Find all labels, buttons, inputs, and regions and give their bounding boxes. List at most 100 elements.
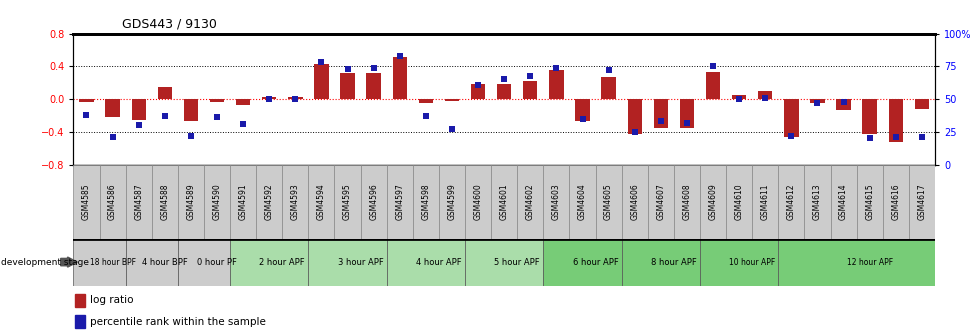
Text: GSM4592: GSM4592 [264,183,274,220]
Bar [778,239,934,286]
Bar [230,239,308,286]
Bar [783,99,798,137]
Point [861,136,876,141]
Point [261,96,277,102]
Point [704,64,720,69]
Text: 10 hour APF: 10 hour APF [729,258,775,266]
Text: 18 hour BPF: 18 hour BPF [90,258,135,266]
Text: GSM4598: GSM4598 [421,183,430,220]
Bar [131,99,146,120]
Text: GSM4610: GSM4610 [734,183,743,220]
Point [339,66,355,72]
Point [418,114,433,119]
Bar [262,97,276,99]
Bar [913,99,928,109]
Bar [491,165,516,239]
Text: GSM4612: GSM4612 [786,183,795,220]
Bar [621,165,647,239]
Bar [413,165,438,239]
Bar [178,239,230,286]
Text: 4 hour APF: 4 hour APF [416,258,462,266]
Bar [595,165,621,239]
Bar [340,73,354,99]
Bar [157,87,172,99]
Text: 4 hour BPF: 4 hour BPF [142,258,188,266]
Bar [726,165,751,239]
Bar [699,239,778,286]
Text: development stage: development stage [1,258,89,266]
Bar [835,99,850,110]
Point [235,121,250,127]
Point [574,116,590,122]
Point [496,77,511,82]
Text: 3 hour APF: 3 hour APF [337,258,383,266]
Bar [465,165,491,239]
Bar [184,99,198,121]
Point [444,127,460,132]
Bar [543,239,621,286]
Bar [392,56,407,99]
Bar [386,239,465,286]
Bar [256,165,282,239]
Text: 12 hour APF: 12 hour APF [846,258,892,266]
Text: GSM4601: GSM4601 [499,183,509,220]
Point [105,134,120,140]
Text: 2 hour APF: 2 hour APF [259,258,305,266]
Bar [732,95,745,99]
Text: GSM4593: GSM4593 [290,183,299,220]
Bar [73,165,100,239]
Text: GSM4597: GSM4597 [395,183,404,220]
Bar [516,165,543,239]
Bar [152,165,178,239]
Bar [653,99,667,128]
Point [679,120,694,125]
Text: GSM4587: GSM4587 [134,183,143,220]
Bar [778,165,804,239]
Point [522,73,538,78]
Text: GSM4600: GSM4600 [473,183,482,220]
Bar [908,165,934,239]
Bar [600,77,615,99]
Bar [178,165,203,239]
Text: GSM4590: GSM4590 [212,183,221,220]
Text: GSM4606: GSM4606 [630,183,639,220]
Bar [209,99,224,102]
Point [809,100,824,106]
Bar [230,165,256,239]
Bar [575,99,589,121]
Point [652,119,668,124]
Bar [444,99,459,101]
Bar [419,99,432,103]
Text: 8 hour APF: 8 hour APF [650,258,696,266]
Bar [679,99,693,128]
Text: GSM4617: GSM4617 [916,183,925,220]
Text: GSM4589: GSM4589 [186,183,196,220]
Text: GSM4605: GSM4605 [603,183,612,220]
Bar [673,165,699,239]
Bar [125,239,178,286]
Point [626,129,642,135]
Point [288,96,303,102]
Bar [366,73,380,99]
Bar [751,165,778,239]
Text: GSM4586: GSM4586 [108,183,117,220]
Text: GSM4603: GSM4603 [552,183,560,220]
Text: GSM4595: GSM4595 [342,183,352,220]
Text: GSM4614: GSM4614 [838,183,847,220]
Point [131,123,147,128]
Bar [757,91,772,99]
Bar [386,165,413,239]
Bar [360,165,386,239]
Point [469,82,485,87]
Text: GSM4609: GSM4609 [708,183,717,220]
Text: 6 hour APF: 6 hour APF [572,258,618,266]
Bar [79,99,94,102]
Text: log ratio: log ratio [90,295,133,305]
Bar [308,239,386,286]
Point [600,68,616,73]
Text: GSM4608: GSM4608 [682,183,690,220]
Text: GSM4607: GSM4607 [655,183,665,220]
Bar [100,165,125,239]
Bar [125,165,152,239]
Point [183,133,199,138]
